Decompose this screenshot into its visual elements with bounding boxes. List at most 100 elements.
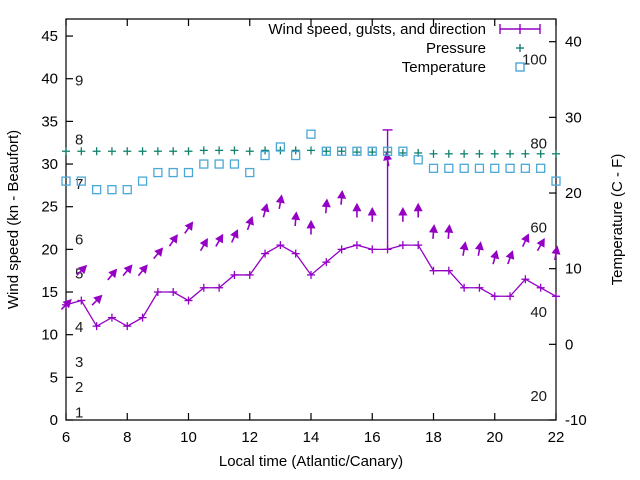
wind-direction-arrowhead [169, 234, 178, 244]
temperature-marker [551, 176, 561, 186]
wind-direction-arrowhead [291, 211, 301, 221]
temperature-marker [428, 163, 439, 173]
x-tick-label: 10 [180, 429, 197, 446]
y2-tick-label: 20 [565, 185, 582, 202]
x-tick-label: 6 [62, 429, 70, 446]
temperature-marker [61, 176, 71, 186]
wind-direction-arrowhead [321, 198, 331, 208]
temperature-marker [245, 167, 255, 178]
temperature-marker [474, 163, 485, 173]
temperature-marker [306, 129, 316, 139]
fahrenheit-label: 100 [522, 51, 547, 68]
wind-direction-arrowhead [367, 207, 377, 216]
wind-direction-arrowhead [138, 264, 148, 274]
beaufort-label: 8 [75, 131, 83, 148]
legend-label: Temperature [402, 59, 486, 76]
temperature-marker [153, 167, 163, 178]
x-tick-label: 12 [241, 429, 258, 446]
wind-direction-arrowhead [521, 233, 530, 244]
temperature-marker [229, 159, 240, 169]
temperature-marker [536, 163, 546, 173]
wind-direction-arrowhead [306, 219, 316, 229]
temperature-marker [352, 146, 362, 156]
wind-direction-arrowhead [199, 237, 208, 248]
wind-direction-arrowhead [108, 268, 118, 279]
wind-direction-arrowhead [428, 224, 438, 233]
beaufort-label: 9 [75, 73, 83, 90]
wind-direction-arrowhead [490, 249, 500, 260]
temperature-marker [382, 146, 393, 156]
y-tick-label: 45 [41, 28, 58, 45]
y2-tick-label: 30 [565, 109, 582, 126]
temperature-marker [137, 176, 148, 186]
fahrenheit-label: 80 [530, 135, 547, 152]
plot-frame [65, 18, 557, 421]
temperature-marker [413, 155, 423, 165]
beaufort-label: 7 [75, 176, 83, 193]
legend-label: Wind speed, gusts, and direction [268, 21, 486, 38]
y2-tick-label: 0 [565, 336, 573, 353]
wind-direction-arrowhead [444, 224, 454, 233]
y-tick-label: 30 [41, 156, 58, 173]
beaufort-label: 1 [75, 404, 83, 421]
wind-direction-arrowhead [337, 190, 347, 199]
temperature-marker [291, 150, 301, 161]
wind-direction-arrowhead [62, 299, 72, 309]
wind-direction-arrowhead [505, 250, 515, 260]
temperature-marker [505, 163, 515, 173]
x-tick-label: 16 [364, 429, 381, 446]
fahrenheit-label: 40 [530, 304, 547, 321]
wind-direction-arrowhead [275, 194, 285, 204]
beaufort-label: 3 [75, 354, 83, 371]
temperature-marker [520, 163, 531, 173]
legend-square [515, 62, 525, 72]
temperature-marker [199, 159, 209, 169]
x-tick-label: 20 [486, 429, 503, 446]
temperature-marker [367, 146, 377, 156]
x-tick-label: 14 [303, 429, 320, 446]
wind-direction-arrowhead [352, 202, 362, 212]
y2-tick-label: 10 [565, 261, 582, 278]
wind-direction-arrowhead [184, 221, 194, 231]
temperature-marker [490, 163, 500, 173]
temperature-marker [183, 167, 194, 178]
wind-direction-arrowhead [383, 151, 393, 161]
y-tick-label: 40 [41, 71, 58, 88]
temperature-marker [214, 159, 224, 169]
wind-direction-arrowhead [536, 237, 545, 248]
y-axis-title: Wind speed (kn - Beaufort) [5, 130, 22, 309]
temperature-marker [398, 146, 408, 156]
x-tick-label: 18 [425, 429, 442, 446]
temperature-marker [260, 150, 270, 161]
wind-direction-arrowhead [551, 245, 561, 255]
wind-direction-arrowhead [123, 264, 133, 274]
temperature-marker [444, 163, 454, 173]
temperature-marker [459, 163, 469, 173]
y-tick-label: 10 [41, 327, 58, 344]
beaufort-label: 6 [75, 231, 83, 248]
y2-tick-label: -10 [565, 412, 587, 429]
y-tick-label: 20 [41, 241, 58, 258]
legend-label: Pressure [426, 40, 486, 57]
y-tick-label: 35 [41, 113, 58, 130]
wind-direction-arrowhead [154, 247, 164, 257]
wind-direction-arrowhead [215, 233, 224, 244]
wind-direction-arrowhead [230, 229, 239, 239]
beaufort-label: 4 [75, 319, 83, 336]
wind-direction-arrowhead [77, 264, 88, 275]
wind-direction-arrowhead [398, 207, 408, 216]
y-tick-label: 25 [41, 199, 58, 216]
wind-direction-arrowhead [245, 216, 254, 226]
wind-direction-arrowhead [413, 202, 423, 212]
temperature-marker [107, 184, 117, 195]
wind-direction-arrowhead [459, 241, 469, 251]
temperature-marker [91, 184, 102, 195]
y2-tick-label: 40 [565, 34, 582, 51]
temperature-marker [321, 146, 331, 156]
temperature-marker [275, 142, 286, 152]
wind-direction-arrowhead [93, 294, 103, 304]
wind-direction-arrowhead [260, 203, 270, 213]
beaufort-label: 2 [75, 379, 83, 396]
